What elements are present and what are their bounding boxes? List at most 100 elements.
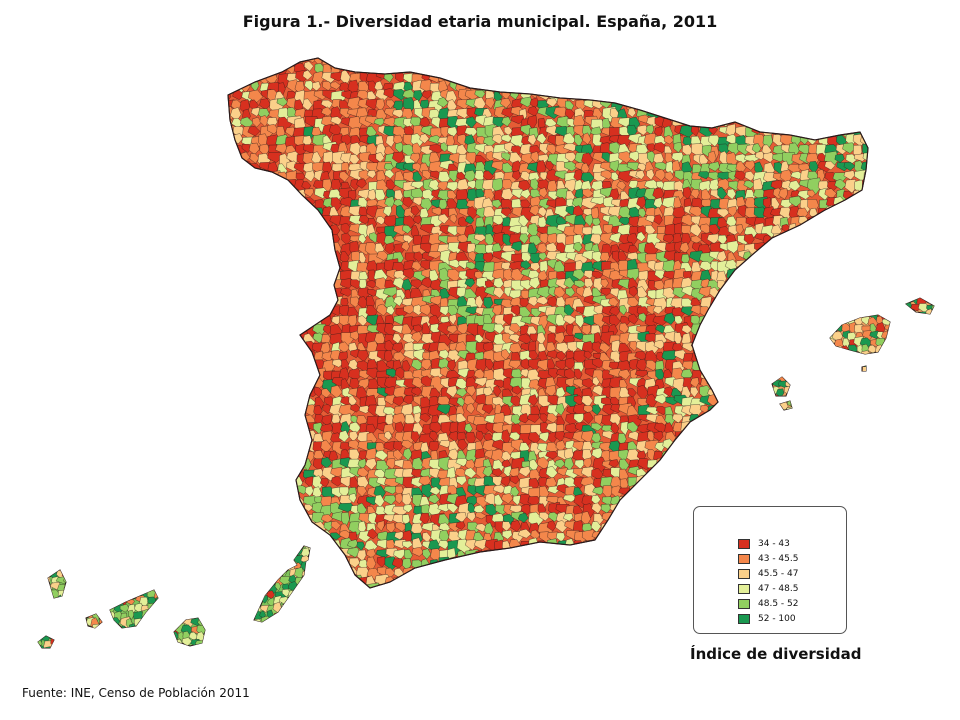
municipality-cell <box>736 369 752 385</box>
municipality-cell <box>753 493 766 505</box>
municipality-cell <box>654 89 670 101</box>
municipality-cell <box>485 585 497 588</box>
municipality-cell <box>781 493 794 506</box>
municipality-cell <box>249 585 264 588</box>
municipality-cell <box>846 298 856 303</box>
municipality-cell <box>467 206 479 219</box>
municipality-cell <box>234 171 247 185</box>
municipality-cell <box>267 485 278 499</box>
municipality-cell <box>241 316 254 328</box>
municipality-cell <box>268 458 278 474</box>
municipality-cell <box>816 403 833 417</box>
municipality-cell <box>807 279 819 292</box>
municipality-cell <box>851 259 863 270</box>
municipality-cell <box>225 302 234 311</box>
municipality-cell <box>645 124 654 136</box>
municipality-cell <box>717 324 732 335</box>
municipality-cell <box>852 431 867 443</box>
municipality-cell <box>246 314 255 328</box>
municipality-cell <box>757 316 766 325</box>
municipality-cell <box>835 58 849 66</box>
municipality-cell <box>581 162 590 176</box>
municipality-cell <box>259 64 271 76</box>
municipality-cell <box>233 431 247 442</box>
municipality-cell <box>654 503 668 515</box>
municipality-cell <box>251 567 266 581</box>
municipality-cell <box>647 531 659 540</box>
municipality-cell <box>565 152 578 163</box>
municipality-cell <box>278 522 289 538</box>
municipality-cell <box>228 232 236 247</box>
municipality-cell <box>528 577 541 588</box>
municipality-cell <box>743 99 757 114</box>
municipality-cell <box>240 331 253 347</box>
municipality-cell <box>230 421 246 435</box>
municipality-cell <box>735 395 749 411</box>
municipality-cell <box>303 368 318 382</box>
municipality-cell <box>726 70 735 82</box>
municipality-cell <box>228 154 238 165</box>
municipality-cell <box>627 90 638 106</box>
municipality-cell <box>91 309 100 323</box>
municipality-cell <box>692 439 705 451</box>
municipality-cell <box>251 242 267 258</box>
municipality-cell <box>797 116 810 129</box>
municipality-cell <box>231 224 247 236</box>
municipality-cell <box>457 63 474 78</box>
municipality-cell <box>780 305 790 319</box>
municipality-cell <box>305 281 316 294</box>
municipality-cell <box>249 280 260 290</box>
municipality-cell <box>501 188 514 203</box>
municipality-cell <box>746 270 760 287</box>
municipality-cell <box>852 521 865 534</box>
municipality-cell <box>770 87 783 105</box>
municipality-cell <box>493 70 508 86</box>
municipality-cell <box>608 575 620 587</box>
municipality-cell <box>301 316 311 329</box>
municipality-cell <box>800 315 811 327</box>
municipality-cell <box>240 505 258 513</box>
municipality-cell <box>225 298 237 301</box>
municipality-cell <box>816 214 830 227</box>
municipality-cell <box>233 294 246 312</box>
municipality-cell <box>228 241 237 257</box>
municipality-cell <box>582 125 592 139</box>
municipality-cell <box>834 358 847 371</box>
municipality-cell <box>57 298 67 305</box>
municipality-cell <box>797 423 811 434</box>
municipality-cell <box>791 313 806 326</box>
municipality-cell <box>183 298 194 307</box>
municipality-cell <box>228 494 235 510</box>
municipality-cell <box>799 351 813 362</box>
municipality-cell <box>799 379 815 394</box>
municipality-cell <box>268 385 281 395</box>
municipality-cell <box>277 307 289 322</box>
municipality-cell <box>842 142 856 154</box>
municipality-cell <box>573 565 582 580</box>
municipality-cell <box>279 513 288 524</box>
municipality-cell <box>814 308 827 317</box>
municipality-cell <box>818 297 832 312</box>
municipality-cell <box>127 298 138 309</box>
municipality-cell <box>709 108 719 122</box>
municipality-cell <box>384 242 395 255</box>
municipality-cell <box>428 576 444 588</box>
municipality-cell <box>746 88 756 104</box>
municipality-cell <box>277 531 286 543</box>
municipality-cell <box>187 310 200 323</box>
municipality-cell <box>228 323 235 341</box>
municipality-cell <box>251 396 265 412</box>
municipality-cell <box>619 96 636 106</box>
municipality-cell <box>844 241 858 251</box>
municipality-cell <box>689 58 702 70</box>
municipality-cell <box>862 547 868 564</box>
municipality-cell <box>749 298 759 300</box>
municipality-cell <box>834 153 845 163</box>
municipality-cell <box>584 565 595 580</box>
municipality-cell <box>304 530 314 541</box>
municipality-cell <box>385 99 396 109</box>
municipality-cell <box>258 250 272 265</box>
municipality-cell <box>302 69 313 81</box>
municipality-cell <box>725 394 735 409</box>
municipality-cell <box>854 352 864 360</box>
